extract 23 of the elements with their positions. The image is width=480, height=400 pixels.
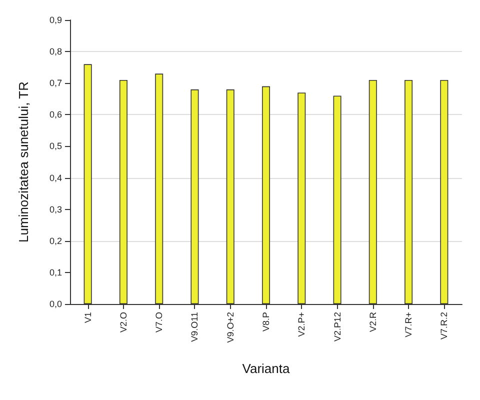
y-tick-label: 0,5 xyxy=(49,141,62,152)
x-tick-label: V2.R xyxy=(368,312,378,332)
x-tick-label: V7.R+ xyxy=(404,312,414,338)
y-tick-label: 0,0 xyxy=(49,299,62,309)
y-tick-label: 0,2 xyxy=(49,236,62,246)
x-tick-label: V7.R.2 xyxy=(439,312,450,340)
x-tick-label: V1 xyxy=(82,312,93,324)
y-tick-label: 0,9 xyxy=(49,15,62,25)
x-tick-label: V8.P xyxy=(261,312,271,332)
y-tick-label: 0,3 xyxy=(49,204,62,214)
y-tick-label: 0,7 xyxy=(49,78,62,88)
x-tick-label: V2.P12 xyxy=(332,312,342,342)
y-axis-title: Luminozitatea sunetului, TR xyxy=(16,82,31,242)
x-tick-label: V2.P+ xyxy=(296,312,307,337)
x-tick-label: V9.O+2 xyxy=(225,312,236,343)
x-tick-label: V9.O11 xyxy=(190,312,200,342)
x-tick-label: V7.O xyxy=(154,312,164,333)
y-tick-label: 0,8 xyxy=(49,46,62,57)
y-tick-label: 0,6 xyxy=(49,110,62,120)
y-tick-label: 0,1 xyxy=(49,267,62,278)
x-axis-title: Varianta xyxy=(242,361,290,376)
y-tick-label: 0,4 xyxy=(49,172,62,183)
x-tick-label: V2.O xyxy=(118,312,128,333)
